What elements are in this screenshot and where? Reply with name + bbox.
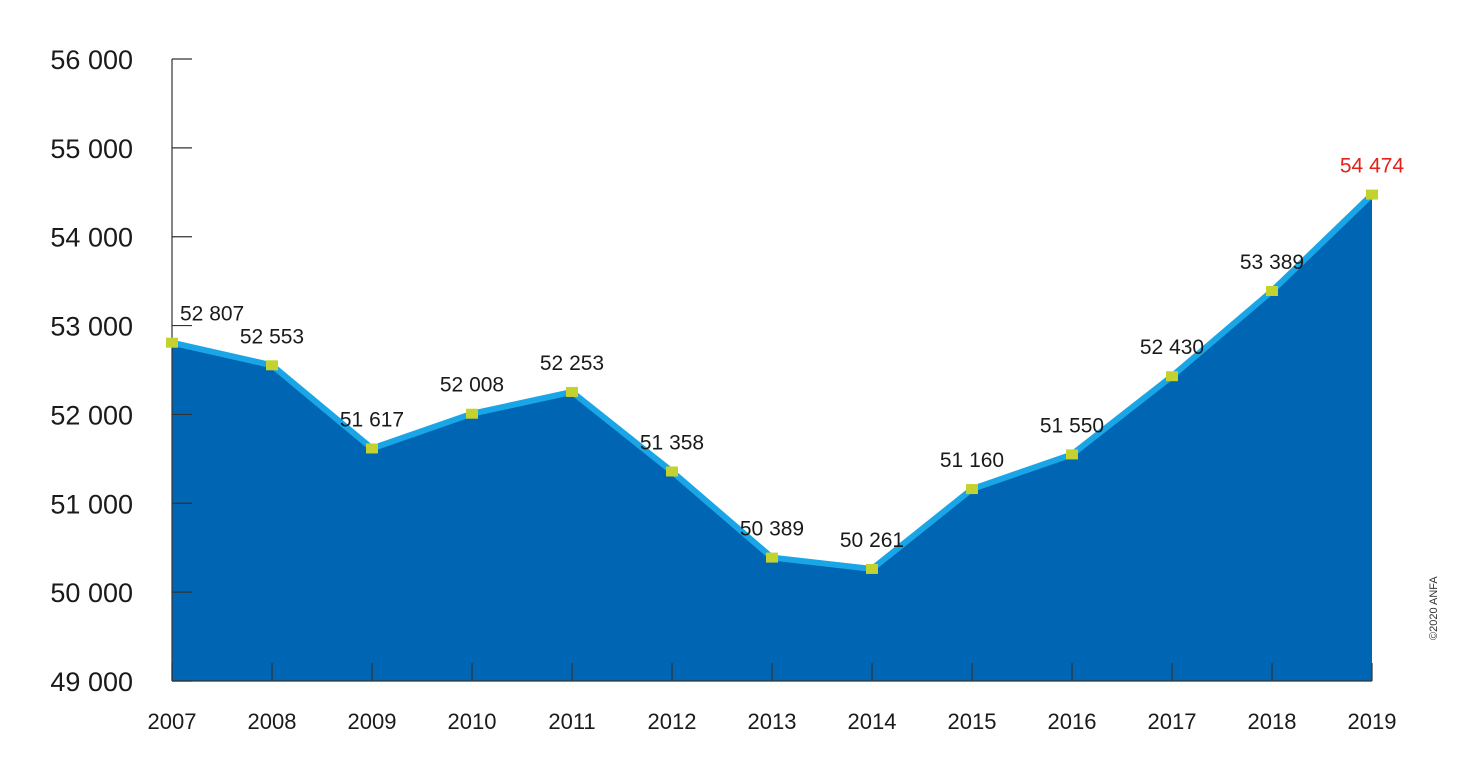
x-tick-label: 2016 xyxy=(1048,709,1097,734)
data-point xyxy=(566,386,578,397)
data-point xyxy=(1066,449,1078,460)
data-point xyxy=(1266,286,1278,297)
x-tick-label: 2008 xyxy=(248,709,297,734)
data-point xyxy=(1166,371,1178,382)
y-tick-label: 50 000 xyxy=(50,578,133,608)
data-point xyxy=(1366,189,1378,200)
data-label: 51 617 xyxy=(340,408,404,431)
data-label: 50 261 xyxy=(840,529,904,552)
data-label: 50 389 xyxy=(740,518,804,541)
data-label: 52 553 xyxy=(240,325,304,348)
x-tick-label: 2015 xyxy=(948,709,997,734)
x-tick-label: 2013 xyxy=(748,709,797,734)
y-tick-label: 52 000 xyxy=(50,400,133,430)
data-label: 53 389 xyxy=(1240,251,1304,274)
x-tick-label: 2007 xyxy=(148,709,197,734)
data-point xyxy=(666,466,678,477)
data-label: 52 253 xyxy=(540,352,604,375)
y-tick-label: 55 000 xyxy=(50,134,133,164)
copyright-text: ©2020 ANFA xyxy=(1428,576,1440,640)
data-point xyxy=(366,443,378,454)
data-label: 52 807 xyxy=(180,303,244,326)
data-point xyxy=(866,563,878,574)
y-tick-label: 51 000 xyxy=(50,489,133,519)
data-label: 51 550 xyxy=(1040,414,1104,437)
y-tick-label: 54 000 xyxy=(50,223,133,253)
data-label: 52 430 xyxy=(1140,336,1204,359)
area-layer xyxy=(172,194,1372,681)
x-tick-label: 2018 xyxy=(1248,709,1297,734)
y-tick-label: 49 000 xyxy=(50,667,133,697)
data-point xyxy=(466,408,478,419)
x-tick-label: 2009 xyxy=(348,709,397,734)
data-label: 51 358 xyxy=(640,431,704,454)
x-tick-label: 2012 xyxy=(648,709,697,734)
x-tick-label: 2010 xyxy=(448,709,497,734)
y-tick-label: 53 000 xyxy=(50,312,133,342)
x-tick-label: 2011 xyxy=(548,709,595,734)
data-point xyxy=(766,552,778,563)
data-label: 52 008 xyxy=(440,374,504,397)
x-tick-label: 2019 xyxy=(1348,709,1397,734)
data-point xyxy=(266,360,278,371)
data-point xyxy=(166,337,178,348)
marker-layer xyxy=(166,189,1378,574)
x-tick-label: 2017 xyxy=(1148,709,1197,734)
x-tick-label: 2014 xyxy=(848,709,897,734)
data-label: 51 160 xyxy=(940,449,1004,472)
data-point xyxy=(966,484,978,495)
axes: 56 000 55 000 54 000 53 000 52 000 51 000 50 0… xyxy=(50,45,1396,734)
data-label: 54 474 xyxy=(1340,155,1405,178)
series-area xyxy=(172,194,1372,681)
y-tick-label: 56 000 xyxy=(50,45,133,75)
